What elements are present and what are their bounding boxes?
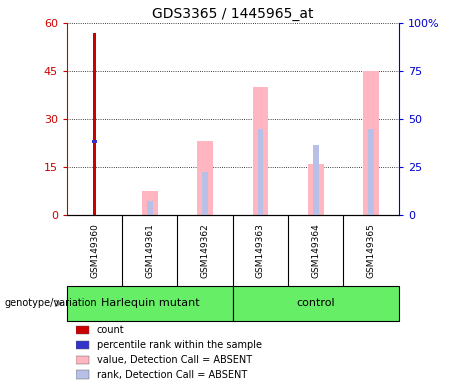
Text: count: count — [97, 325, 124, 335]
Bar — [313, 145, 319, 215]
Bar — [368, 129, 374, 215]
Bar — [76, 341, 89, 349]
Text: GSM149360: GSM149360 — [90, 223, 99, 278]
Bar — [92, 139, 97, 143]
Bar — [233, 286, 399, 321]
Bar — [258, 129, 263, 215]
Bar — [76, 326, 89, 334]
Bar — [76, 356, 89, 364]
Text: genotype/variation: genotype/variation — [5, 298, 97, 308]
Bar — [253, 87, 268, 215]
Title: GDS3365 / 1445965_at: GDS3365 / 1445965_at — [152, 7, 313, 21]
Text: GSM149365: GSM149365 — [366, 223, 376, 278]
Bar — [308, 164, 324, 215]
Bar — [67, 286, 233, 321]
Bar — [147, 200, 153, 215]
Bar — [93, 33, 96, 215]
Text: value, Detection Call = ABSENT: value, Detection Call = ABSENT — [97, 355, 252, 365]
Text: control: control — [296, 298, 335, 308]
Text: GSM149362: GSM149362 — [201, 223, 210, 278]
Bar — [142, 191, 158, 215]
Bar — [202, 172, 208, 215]
Text: GSM149363: GSM149363 — [256, 223, 265, 278]
Text: GSM149364: GSM149364 — [311, 223, 320, 278]
Bar — [197, 141, 213, 215]
Text: Harlequin mutant: Harlequin mutant — [100, 298, 199, 308]
Text: GSM149361: GSM149361 — [145, 223, 154, 278]
Bar — [76, 371, 89, 379]
Bar — [363, 71, 379, 215]
Text: percentile rank within the sample: percentile rank within the sample — [97, 340, 262, 350]
Text: rank, Detection Call = ABSENT: rank, Detection Call = ABSENT — [97, 370, 247, 380]
